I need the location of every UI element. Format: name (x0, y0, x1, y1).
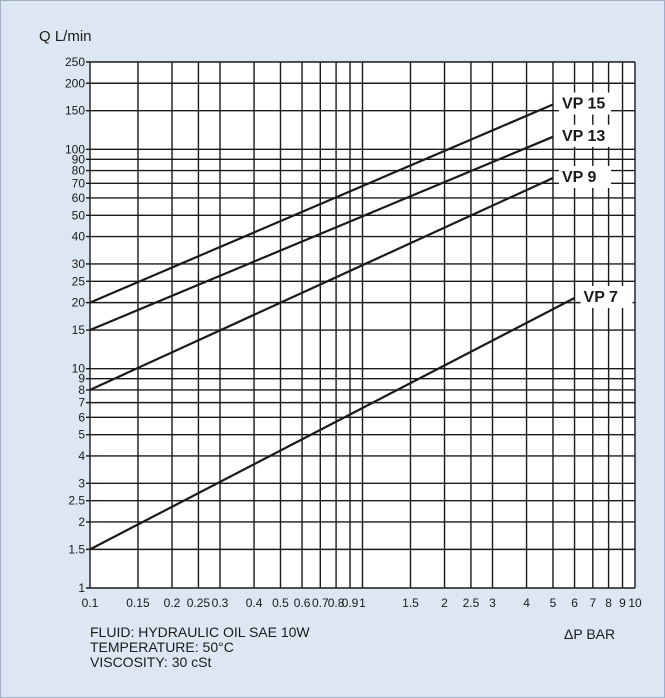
y-tick-label: 70 (72, 176, 86, 190)
y-tick-label: 2 (78, 515, 85, 529)
y-tick-label: 10 (72, 362, 86, 376)
x-tick-label: 0.7 (312, 596, 329, 610)
y-tick-label: 80 (72, 164, 86, 178)
x-tick-label: 0.2 (164, 596, 181, 610)
series-line (89, 103, 554, 304)
y-tick-label: 90 (72, 152, 86, 166)
y-tick-label: 250 (65, 55, 85, 69)
x-tick-label: 0.15 (126, 596, 150, 610)
y-axis-label: Q L/min (39, 28, 92, 45)
x-tick-label: 6 (571, 596, 578, 610)
x-tick-label: 1 (359, 596, 366, 610)
y-tick-label: 150 (65, 104, 85, 118)
x-tick-label: 7 (589, 596, 596, 610)
fluid-notes: FLUID: HYDRAULIC OIL SAE 10W TEMPERATURE… (90, 625, 310, 670)
series-line (89, 135, 554, 332)
fluid-note: FLUID: HYDRAULIC OIL SAE 10W (90, 624, 310, 640)
x-tick-label: 8 (605, 596, 612, 610)
y-tick-label: 8 (78, 383, 85, 397)
x-tick-label: 0.8 (328, 596, 345, 610)
y-tick-label: 60 (72, 191, 86, 205)
y-tick-label: 4 (78, 449, 85, 463)
y-tick-label: 25 (72, 274, 86, 288)
x-tick-labels: 0.1 0.15 0.2 0.25 0.3 0.4 0.5 0.6 0.7 0.80.9 1 1.5 2… (82, 596, 642, 610)
y-tick-label: 100 (65, 142, 85, 156)
series-line (89, 176, 554, 391)
y-tick-label: 5 (78, 428, 85, 442)
x-tick-label: 0.1 (82, 596, 99, 610)
y-tick-label: 3 (78, 476, 85, 490)
x-tick-label: 1.5 (402, 596, 419, 610)
series-label: VP 13 (562, 128, 605, 145)
y-tick-label: 2.5 (68, 494, 85, 508)
x-tick-label: 0.25 (187, 596, 211, 610)
y-tick-label: 200 (65, 76, 85, 90)
x-tick-label: 0.5 (272, 596, 289, 610)
x-tick-label: 0.4 (246, 596, 263, 610)
x-tick-label: 4 (523, 596, 530, 610)
y-tick-label: 6 (78, 410, 85, 424)
series-label: VP 15 (562, 96, 605, 113)
x-tick-label: 9 (619, 596, 626, 610)
x-tick-label: 2.5 (463, 596, 480, 610)
series-label-background (580, 285, 633, 308)
series-labels: VP 15 VP 13 VP 9 VP 7 (558, 92, 633, 308)
y-tick-label: 9 (78, 372, 85, 386)
grid-lines (86, 61, 636, 589)
series-label: VP 9 (562, 169, 597, 186)
series-label-background (558, 92, 611, 115)
y-tick-label: 20 (72, 296, 86, 310)
x-tick-label: 2 (441, 596, 448, 610)
y-tick-label: 40 (72, 230, 86, 244)
series-label: VP 7 (584, 289, 619, 306)
x-axis-label: ΔP BAR (564, 626, 616, 642)
x-tick-label: 10 (628, 596, 642, 610)
series-label-background (558, 165, 611, 188)
y-tick-label: 15 (72, 323, 86, 337)
x-tick-label: 0.3 (212, 596, 229, 610)
y-tick-label: 50 (72, 208, 86, 222)
x-tick-label: 0.6 (294, 596, 311, 610)
x-tick-label: 0.9 (342, 596, 359, 610)
series-label-background (558, 124, 611, 147)
y-tick-label: 30 (72, 257, 86, 271)
viscosity-note: VISCOSITY: 30 cSt (90, 654, 212, 670)
x-tick-label: 5 (550, 596, 557, 610)
x-tick-label: 3 (489, 596, 496, 610)
y-tick-label: 1 (78, 581, 85, 595)
series-line (89, 296, 576, 551)
temperature-note: TEMPERATURE: 50°C (90, 639, 234, 655)
series-lines (89, 103, 576, 551)
y-tick-label: 1.5 (68, 542, 85, 556)
y-tick-label: 7 (78, 396, 85, 410)
